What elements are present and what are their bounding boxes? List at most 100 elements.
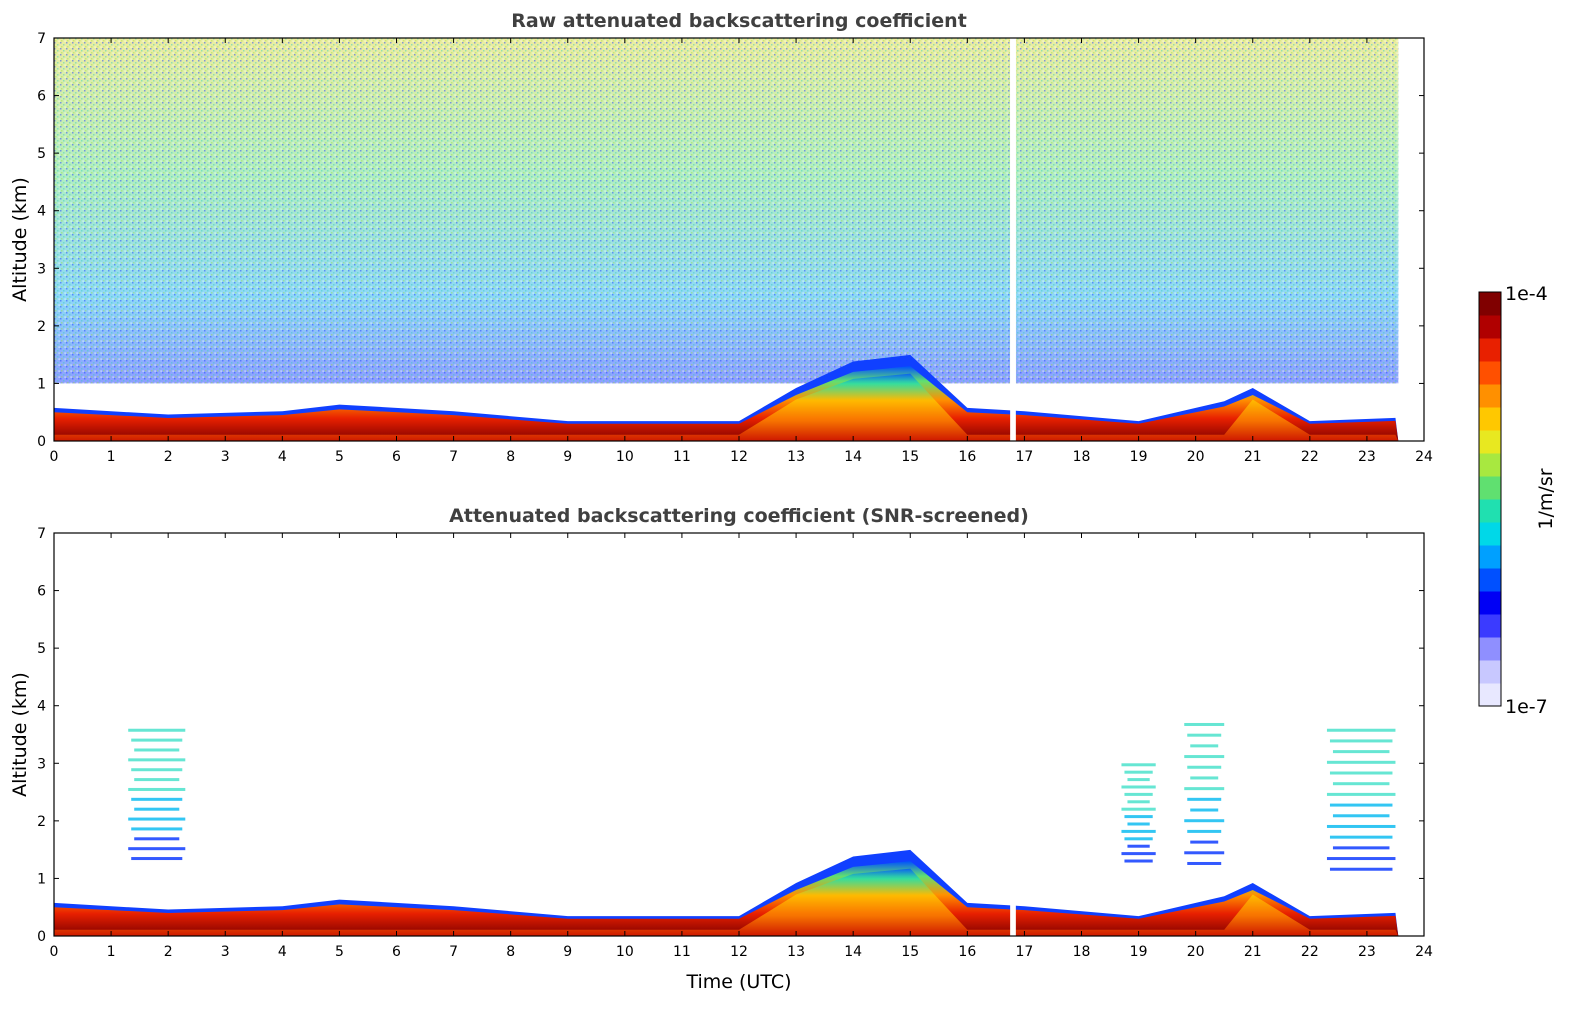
colorbar-swatch <box>1479 660 1501 684</box>
aerosol-layer-stripe <box>131 827 183 831</box>
aerosol-layer-stripe <box>134 748 180 752</box>
x-tick-label: 11 <box>673 944 691 960</box>
aerosol-layer-stripe <box>1121 829 1156 833</box>
colorbar-frame <box>1478 291 1502 707</box>
aerosol-layer-stripe <box>1326 824 1396 828</box>
aerosol-layer-stripe <box>1184 787 1225 791</box>
x-tick-label: 1 <box>107 944 116 960</box>
screened-ticks: 0 1 2 3 4 5 6 7 8 9 10 11 12 13 14 15 16 17 18 19 20 21 22 23 24… <box>37 526 1433 960</box>
x-tick-label: 11 <box>673 449 691 465</box>
aerosol-layer-stripe <box>1332 782 1390 786</box>
x-tick-label: 17 <box>1016 449 1034 465</box>
aerosol-layer-stripe <box>134 778 180 782</box>
x-tick-label: 2 <box>164 944 173 960</box>
y-tick-label: 0 <box>37 929 46 945</box>
colorbar-swatch <box>1479 522 1501 546</box>
raw-gap <box>1010 38 1016 441</box>
aerosol-layer-stripe <box>1184 755 1225 759</box>
panel-screened: 0 1 2 3 4 5 6 7 8 9 10 11 12 13 14 15 16 17 18 19 20 21 22 23 24… <box>9 505 1433 993</box>
aerosol-layer-stripe <box>1332 750 1390 754</box>
y-tick-label: 1 <box>37 376 46 392</box>
x-tick-label: 18 <box>1073 449 1091 465</box>
aerosol-layer-stripe <box>1184 722 1225 726</box>
aerosol-layer-stripe <box>131 797 183 801</box>
y-tick-label: 0 <box>37 434 46 450</box>
x-tick-label: 21 <box>1244 449 1262 465</box>
x-tick-label: 7 <box>449 449 458 465</box>
aerosol-layer-stripe <box>1184 851 1225 855</box>
colorbar-swatch <box>1479 591 1501 615</box>
x-tick-label: 3 <box>221 944 230 960</box>
colorbar-swatch <box>1479 545 1501 569</box>
aerosol-layer-stripe <box>1121 785 1156 789</box>
aerosol-layer-stripe <box>1127 778 1150 782</box>
colorbar-swatch <box>1479 499 1501 523</box>
aerosol-layer-stripe <box>134 807 180 811</box>
colorbar-swatch <box>1479 315 1501 339</box>
aerosol-layer-stripe <box>1190 840 1219 844</box>
x-tick-label: 24 <box>1415 449 1433 465</box>
colorbar-swatch <box>1479 453 1501 477</box>
x-tick-label: 14 <box>844 449 862 465</box>
x-tick-label: 4 <box>278 449 287 465</box>
colorbar-swatch <box>1479 361 1501 385</box>
x-tick-label: 8 <box>506 449 515 465</box>
x-tick-label: 7 <box>449 944 458 960</box>
raw-ticks: 0 1 2 3 4 5 6 7 8 9 10 11 12 13 14 15 16 17 18 19 20 21 22 23 24… <box>37 31 1433 465</box>
colorbar-swatch <box>1479 683 1501 707</box>
aerosol-layer-stripe <box>1326 760 1396 764</box>
colorbar-swatch <box>1479 568 1501 592</box>
x-tick-label: 15 <box>901 944 919 960</box>
x-tick-label: 20 <box>1187 944 1205 960</box>
aerosol-layer-stripe <box>1184 819 1225 823</box>
x-tick-label: 12 <box>730 944 748 960</box>
y-tick-label: 4 <box>37 204 46 220</box>
y-tick-label: 3 <box>37 261 46 277</box>
y-tick-label: 6 <box>37 584 46 600</box>
raw-noise-speckle <box>54 38 1399 384</box>
aerosol-layer-stripe <box>1190 776 1219 780</box>
x-tick-label: 14 <box>844 944 862 960</box>
aerosol-layer-stripe <box>1329 803 1393 807</box>
x-tick-label: 2 <box>164 449 173 465</box>
aerosol-layer-stripe <box>1329 867 1393 871</box>
screened-boundary-layer <box>54 533 1399 936</box>
y-tick-label: 3 <box>37 756 46 772</box>
x-tick-label: 8 <box>506 944 515 960</box>
x-tick-label: 3 <box>221 449 230 465</box>
aerosol-layer-stripe <box>128 728 186 732</box>
aerosol-layer-stripe <box>1124 815 1153 819</box>
screened-y-axis-label: Altitude (km) <box>9 672 31 797</box>
aerosol-layer-stripe <box>1329 739 1393 743</box>
aerosol-layer-stripe <box>1121 763 1156 767</box>
aerosol-layer-stripe <box>1332 814 1390 818</box>
y-tick-label: 5 <box>37 641 46 657</box>
x-axis-label: Time (UTC) <box>685 971 791 993</box>
aerosol-layer-stripe <box>134 837 180 841</box>
x-tick-label: 10 <box>616 449 634 465</box>
x-tick-label: 13 <box>787 449 805 465</box>
y-tick-label: 2 <box>37 319 46 335</box>
raw-y-axis-label: Altitude (km) <box>9 177 31 302</box>
x-tick-label: 6 <box>392 449 401 465</box>
colorbar-swatch <box>1479 476 1501 500</box>
aerosol-layer-stripe <box>1124 770 1153 774</box>
aerosol-layer-stripe <box>1326 857 1396 861</box>
x-tick-label: 0 <box>50 449 59 465</box>
raw-boundary-layer <box>54 38 1399 441</box>
aerosol-layer-stripe <box>1121 852 1156 856</box>
x-tick-label: 9 <box>563 449 572 465</box>
aerosol-layer-stripe <box>128 787 186 791</box>
aerosol-layer-stripe <box>128 758 186 762</box>
x-tick-label: 23 <box>1358 944 1376 960</box>
panel-raw: 0 1 2 3 4 5 6 7 8 9 10 11 12 13 14 15 16 17 18 19 20 21 22 23 24… <box>9 10 1433 465</box>
aerosol-layer-stripe <box>131 738 183 742</box>
aerosol-layer-stripe <box>1332 846 1390 850</box>
y-tick-label: 1 <box>37 871 46 887</box>
x-tick-label: 4 <box>278 944 287 960</box>
aerosol-layer-stripe <box>1187 829 1222 833</box>
scr-plume <box>54 868 1399 936</box>
raw-bl-core <box>54 366 1399 441</box>
x-tick-label: 6 <box>392 944 401 960</box>
aerosol-layer-stripe <box>128 847 186 851</box>
